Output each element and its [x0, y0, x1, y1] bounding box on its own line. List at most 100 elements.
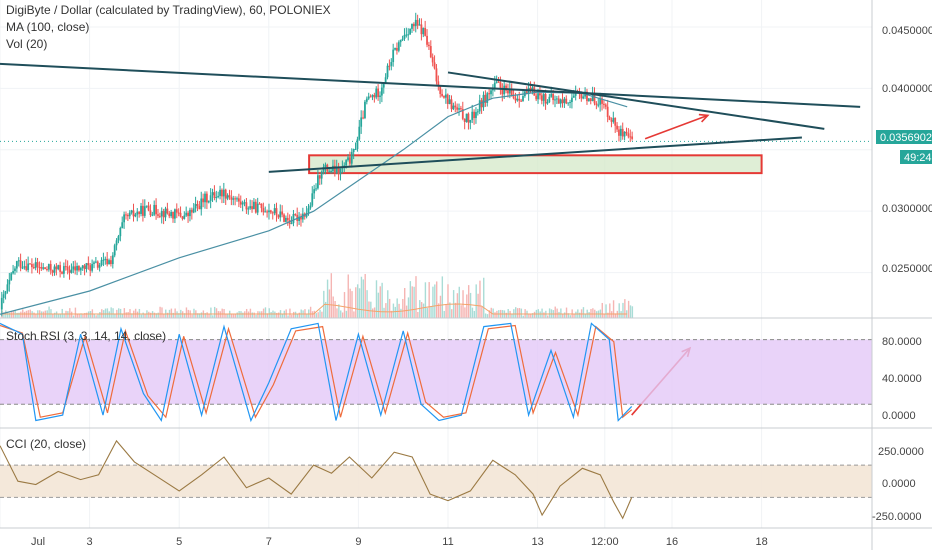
candle-body — [337, 166, 340, 175]
volume-bar — [405, 305, 408, 318]
cci-line[interactable] — [0, 439, 633, 520]
stoch-k-line[interactable] — [0, 322, 633, 423]
candle-body — [471, 111, 474, 120]
candle-body — [460, 108, 462, 110]
candle-body — [119, 227, 122, 237]
volume-bar — [193, 308, 195, 318]
volume-bar — [456, 293, 459, 318]
volume-legend: Vol (20) — [6, 37, 48, 51]
volume-bar — [424, 282, 427, 318]
candle-body — [236, 198, 238, 200]
time-tick: 7 — [266, 536, 272, 548]
candle-body — [429, 46, 432, 58]
candle-body — [476, 111, 479, 113]
candle-body — [569, 102, 571, 104]
stoch-tick: 40.0000 — [882, 373, 922, 385]
volume-bar — [291, 314, 293, 318]
volume-bar — [264, 307, 267, 318]
volume-bar — [449, 302, 451, 318]
candle-body — [142, 205, 144, 216]
volume-bar — [281, 313, 284, 318]
volume-bar — [458, 286, 460, 318]
volume-bar — [610, 311, 613, 318]
volume-bar — [151, 311, 154, 318]
volume-bar — [622, 302, 624, 318]
volume-bar — [110, 307, 112, 318]
volume-bar — [136, 311, 139, 318]
candle-body — [87, 263, 90, 266]
candle-body — [552, 93, 555, 101]
candle-body — [53, 266, 56, 273]
candle-body — [136, 211, 139, 215]
candle-body — [300, 216, 302, 220]
candle-body — [179, 212, 182, 217]
volume-bar — [560, 308, 562, 318]
candle-body — [108, 260, 110, 265]
volume-bar — [166, 312, 169, 318]
time-tick: 16 — [666, 536, 678, 548]
candle-body — [493, 82, 496, 89]
volume-ma-line — [0, 303, 628, 315]
volume-bar — [208, 313, 210, 318]
candle-body — [85, 263, 88, 270]
stoch-legend: Stoch RSI (3, 3, 14, 14, close) — [6, 329, 167, 343]
volume-bar — [522, 315, 524, 318]
volume-bar — [618, 303, 620, 318]
volume-bar — [10, 311, 13, 318]
countdown-value: 49:24 — [904, 152, 932, 164]
volume-bar — [443, 310, 445, 318]
candle-body — [426, 35, 428, 45]
candle-body — [625, 131, 628, 134]
candle-body — [371, 94, 374, 97]
volume-bar — [245, 308, 248, 318]
candle-body — [422, 27, 425, 35]
volume-bar — [121, 313, 124, 318]
volume-bar — [567, 313, 570, 318]
candle-body — [290, 223, 293, 225]
volume-bar — [23, 311, 26, 318]
candle-body — [111, 255, 114, 265]
volume-bar — [584, 313, 587, 318]
volume-bar — [257, 311, 259, 318]
volume-bar — [603, 313, 605, 318]
volume-bar — [8, 312, 11, 318]
volume-bar — [155, 313, 158, 318]
candle-body — [281, 211, 284, 215]
candle-body — [324, 164, 327, 167]
cci-tick: -250.0000 — [872, 511, 922, 523]
volume-bar — [292, 311, 295, 318]
time-axis[interactable]: Jul 3 5 7 9 11 13 12:00 16 18 — [31, 536, 768, 548]
candle-body — [76, 265, 78, 271]
candle-body — [36, 262, 39, 268]
cci-axis: 250.0000 0.0000 -250.0000 — [872, 446, 924, 523]
candle-body — [428, 44, 430, 47]
candle-body — [405, 34, 408, 36]
volume-bar — [355, 287, 357, 318]
volume-bar — [595, 311, 598, 318]
candle-body — [392, 49, 395, 63]
volume-bar — [432, 286, 434, 318]
candle-body — [151, 214, 154, 216]
time-tick: 3 — [87, 536, 93, 548]
candle-body — [544, 94, 547, 104]
stoch-d-line[interactable] — [0, 324, 633, 419]
countdown-tag — [900, 150, 932, 164]
candle-body — [373, 94, 376, 98]
candle-body — [335, 166, 338, 174]
volume-bar — [55, 311, 58, 318]
candle-body — [264, 211, 267, 213]
trendlines[interactable] — [0, 62, 861, 173]
candle-body — [591, 93, 594, 101]
candle-body — [571, 97, 573, 103]
candle-body — [379, 95, 381, 97]
volume-bar — [558, 311, 560, 318]
candle-body — [614, 117, 617, 126]
candle-body — [537, 93, 539, 100]
volume-bar — [370, 301, 372, 318]
candle-body — [542, 94, 545, 101]
volume-bar — [375, 280, 378, 318]
volume-bar — [578, 312, 581, 318]
volume-bar — [321, 311, 323, 318]
